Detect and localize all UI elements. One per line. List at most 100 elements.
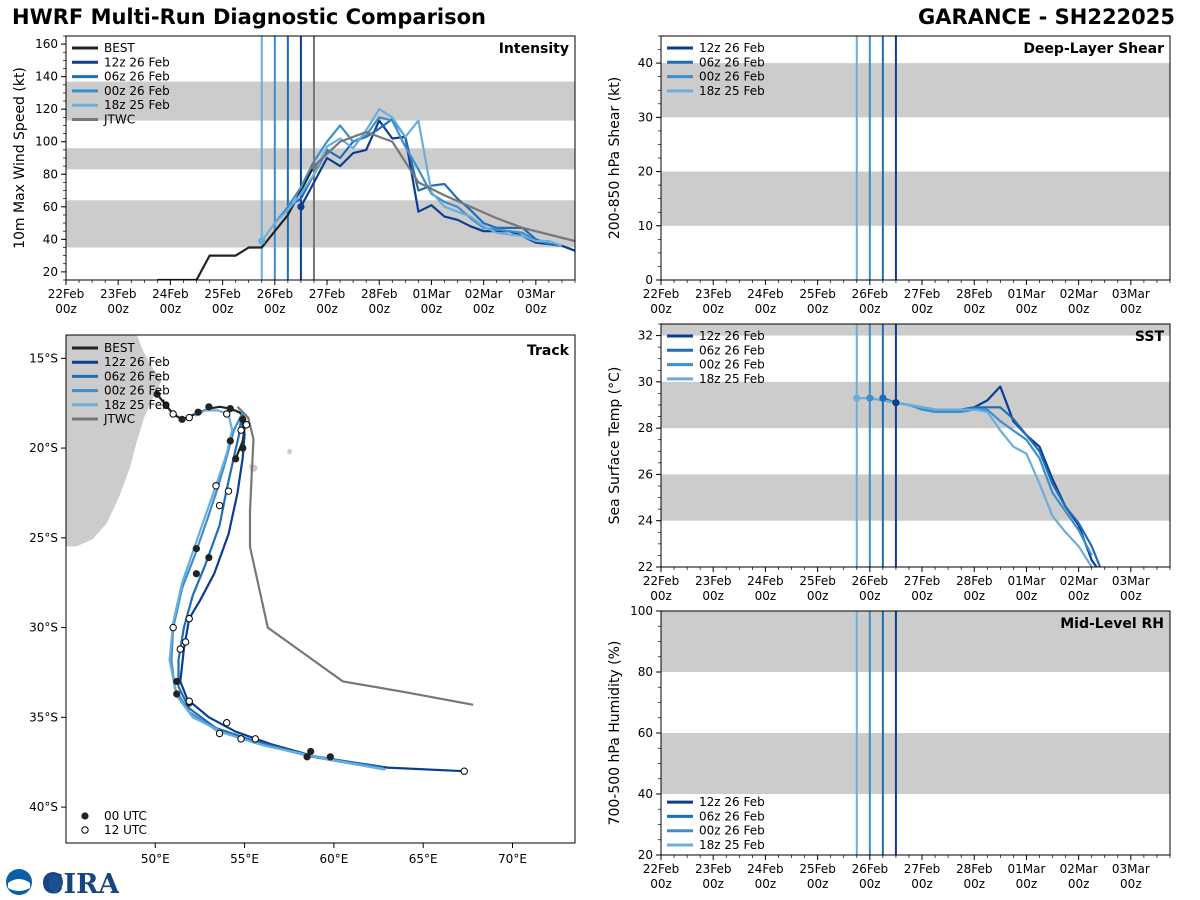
track-marker-12utc-16 <box>251 735 260 743</box>
rh-xtick-date-7: 01Mar <box>1007 862 1045 876</box>
track-legend-label-06z-26-feb: 06z 26 Feb <box>104 369 170 383</box>
shear-xtick-date-6: 28Feb <box>956 287 993 301</box>
shear-xtick-hour-6: 00z <box>963 302 985 316</box>
intensity-series-06z-26-feb <box>287 117 563 247</box>
shear-xtick-date-3: 25Feb <box>799 287 836 301</box>
sst-band-0 <box>661 474 1170 521</box>
intensity-xtick-hour-8: 00z <box>473 302 495 316</box>
sst-start-marker-00z-26-feb <box>866 394 874 402</box>
sst-xtick-date-2: 24Feb <box>747 574 784 588</box>
sst-xtick-date-1: 23Feb <box>695 574 732 588</box>
intensity-xtick-date-9: 03Mar <box>517 287 555 301</box>
shear-xtick-date-5: 27Feb <box>904 287 941 301</box>
sst-legend-label-12z-26-feb: 12z 26 Feb <box>699 329 765 343</box>
rh-legend-label-00z-26-feb: 00z 26 Feb <box>699 824 765 838</box>
rh-xtick-date-0: 22Feb <box>643 862 680 876</box>
track-marker-00utc-3 <box>194 408 202 416</box>
sst-xtick-date-0: 22Feb <box>643 574 680 588</box>
track-marker-00utc-11 <box>192 570 200 578</box>
sst-start-marker-12z-26-feb <box>892 399 900 407</box>
sst-legend-label-18z-25-feb: 18z 25 Feb <box>699 372 765 386</box>
rh-xtick-hour-4: 00z <box>859 877 881 891</box>
intensity-xtick-hour-4: 00z <box>264 302 286 316</box>
intensity-legend-label-12z-26-feb: 12z 26 Feb <box>104 55 170 69</box>
storm-id: GARANCE - SH222025 <box>918 5 1175 29</box>
track-marker-00utc-4 <box>205 403 213 411</box>
track-xtick-label-60: 60°E <box>319 852 348 866</box>
intensity-series-jtwc <box>313 130 575 243</box>
sst-ytick-label-30: 30 <box>638 375 653 389</box>
rh-xtick-hour-0: 00z <box>650 877 672 891</box>
intensity-series-group <box>157 108 575 280</box>
track-line-06z-26-feb <box>177 419 385 769</box>
track-legend-marker-00utc <box>81 812 89 820</box>
track-marker-12utc-11 <box>176 645 185 653</box>
rh-panel: 2040608010022Feb00z23Feb00z24Feb00z25Feb… <box>607 604 1171 891</box>
sst-xtick-hour-7: 00z <box>1016 589 1038 603</box>
rh-xtick-date-6: 28Feb <box>956 862 993 876</box>
intensity-ytick-label-100: 100 <box>35 135 58 149</box>
intensity-xtick-hour-0: 00z <box>55 302 77 316</box>
sst-xtick-date-8: 02Mar <box>1060 574 1098 588</box>
track-ytick-label-30: 30°S <box>29 621 58 635</box>
rh-ytick-label-60: 60 <box>638 726 653 740</box>
track-legend-label-jtwc: JTWC <box>103 412 135 426</box>
sst-xtick-date-6: 28Feb <box>956 574 993 588</box>
sst-xtick-hour-5: 00z <box>911 589 933 603</box>
shear-panel-title: Deep-Layer Shear <box>1023 41 1164 57</box>
shear-ytick-label-10: 10 <box>638 219 653 233</box>
sst-xtick-hour-9: 00z <box>1120 589 1142 603</box>
track-marker-12utc-14 <box>215 729 224 738</box>
sst-xtick-hour-1: 00z <box>702 589 724 603</box>
rh-band-0 <box>661 733 1170 794</box>
shear-xtick-hour-9: 00z <box>1120 302 1142 316</box>
rh-ylabel: 700-500 hPa Humidity (%) <box>607 641 623 826</box>
shear-xtick-date-8: 02Mar <box>1060 287 1098 301</box>
rh-xtick-date-3: 25Feb <box>799 862 836 876</box>
shear-xtick-date-2: 24Feb <box>747 287 784 301</box>
sst-ytick-label-32: 32 <box>638 329 653 343</box>
intensity-legend-label-00z-26-feb: 00z 26 Feb <box>104 84 170 98</box>
track-legend-marker-label-00-utc: 00 UTC <box>104 809 147 823</box>
sst-ylabel: Sea Surface Temp (°C) <box>607 367 623 525</box>
sst-xtick-date-3: 25Feb <box>799 574 836 588</box>
intensity-xtick-hour-7: 00z <box>421 302 443 316</box>
sst-band-1 <box>661 381 1170 429</box>
intensity-xtick-date-5: 27Feb <box>309 287 346 301</box>
sst-ytick-label-24: 24 <box>638 514 653 528</box>
sst-panel-title: SST <box>1135 329 1165 345</box>
track-marker-12utc-12 <box>185 697 193 705</box>
intensity-legend-label-18z-25-feb: 18z 25 Feb <box>104 98 170 112</box>
rh-legend-label-06z-26-feb: 06z 26 Feb <box>699 809 765 823</box>
sst-xtick-hour-2: 00z <box>755 589 777 603</box>
rh-xtick-hour-1: 00z <box>702 877 724 891</box>
track-marker-12utc-8 <box>169 623 177 632</box>
sst-band-2 <box>661 324 1170 336</box>
rh-xtick-hour-9: 00z <box>1120 877 1142 891</box>
track-marker-00utc-12 <box>205 553 213 562</box>
track-marker-00utc-17 <box>307 747 315 756</box>
track-marker-12utc-10 <box>181 638 190 646</box>
shear-xtick-date-7: 01Mar <box>1007 287 1045 301</box>
rh-ytick-label-100: 100 <box>630 604 653 618</box>
track-legend-label-best: BEST <box>104 341 135 355</box>
shear-legend-label-06z-26-feb: 06z 26 Feb <box>699 55 765 69</box>
shear-xtick-date-4: 26Feb <box>852 287 889 301</box>
sst-start-marker-06z-26-feb <box>879 394 887 402</box>
intensity-legend-label-06z-26-feb: 06z 26 Feb <box>104 70 170 84</box>
intensity-ylabel: 10m Max Wind Speed (kt) <box>12 67 28 249</box>
shear-xtick-date-9: 03Mar <box>1112 287 1150 301</box>
rh-legend-label-12z-26-feb: 12z 26 Feb <box>699 795 765 809</box>
intensity-xtick-hour-2: 00z <box>160 302 182 316</box>
rh-xtick-hour-3: 00z <box>807 877 829 891</box>
track-xtick-label-70: 70°E <box>498 852 527 866</box>
track-marker-12utc-5 <box>212 482 220 490</box>
track-ytick-label-25: 25°S <box>29 531 58 545</box>
sst-ytick-label-28: 28 <box>638 421 653 435</box>
shear-band-1 <box>661 63 1170 118</box>
cira-logo: CIRA <box>6 869 119 898</box>
track-marker-00utc-1 <box>162 401 170 409</box>
land-mauritius <box>286 447 294 456</box>
track-marker-12utc-2 <box>223 410 231 418</box>
intensity-ytick-label-60: 60 <box>43 200 58 214</box>
